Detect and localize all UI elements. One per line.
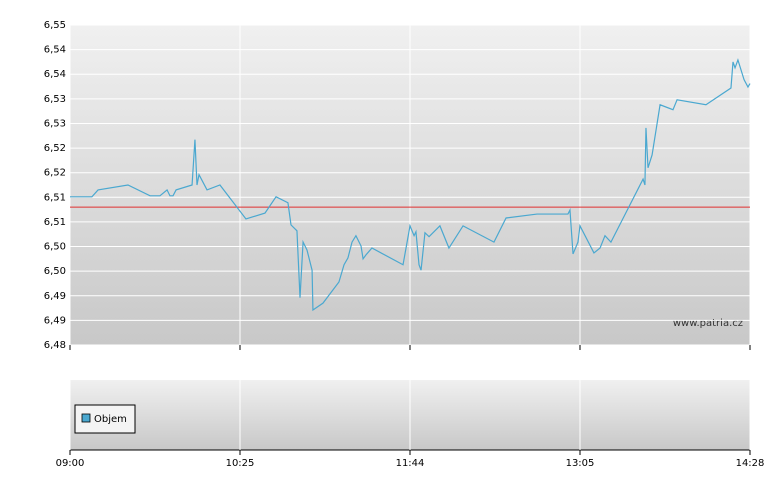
y-tick-label: 6,53 [44,94,66,105]
volume-legend-label: Objem [94,414,127,425]
y-tick-label: 6,50 [44,266,66,277]
y-tick-label: 6,52 [44,168,66,179]
y-tick-label: 6,51 [44,192,66,203]
watermark: www.patria.cz [673,318,743,329]
y-tick-label: 6,48 [44,340,66,351]
x-tick-label: 13:05 [566,458,595,469]
y-tick-label: 6,55 [44,20,66,31]
y-tick-label: 6,52 [44,143,66,154]
volume-legend-swatch [81,413,91,423]
x-tick-label: 10:25 [226,458,255,469]
x-tick-label: 09:00 [56,458,85,469]
y-tick-label: 6,54 [44,45,66,56]
price-line [70,58,751,312]
y-tick-label: 6,54 [44,69,66,80]
x-tick-label: 11:44 [396,458,425,469]
x-tick-label: 14:28 [736,458,765,469]
y-tick-label: 6,49 [44,291,66,302]
y-tick-label: 6,50 [44,242,66,253]
y-tick-label: 6,49 [44,315,66,326]
y-tick-label: 6,53 [44,118,66,129]
y-tick-label: 6,51 [44,217,66,228]
